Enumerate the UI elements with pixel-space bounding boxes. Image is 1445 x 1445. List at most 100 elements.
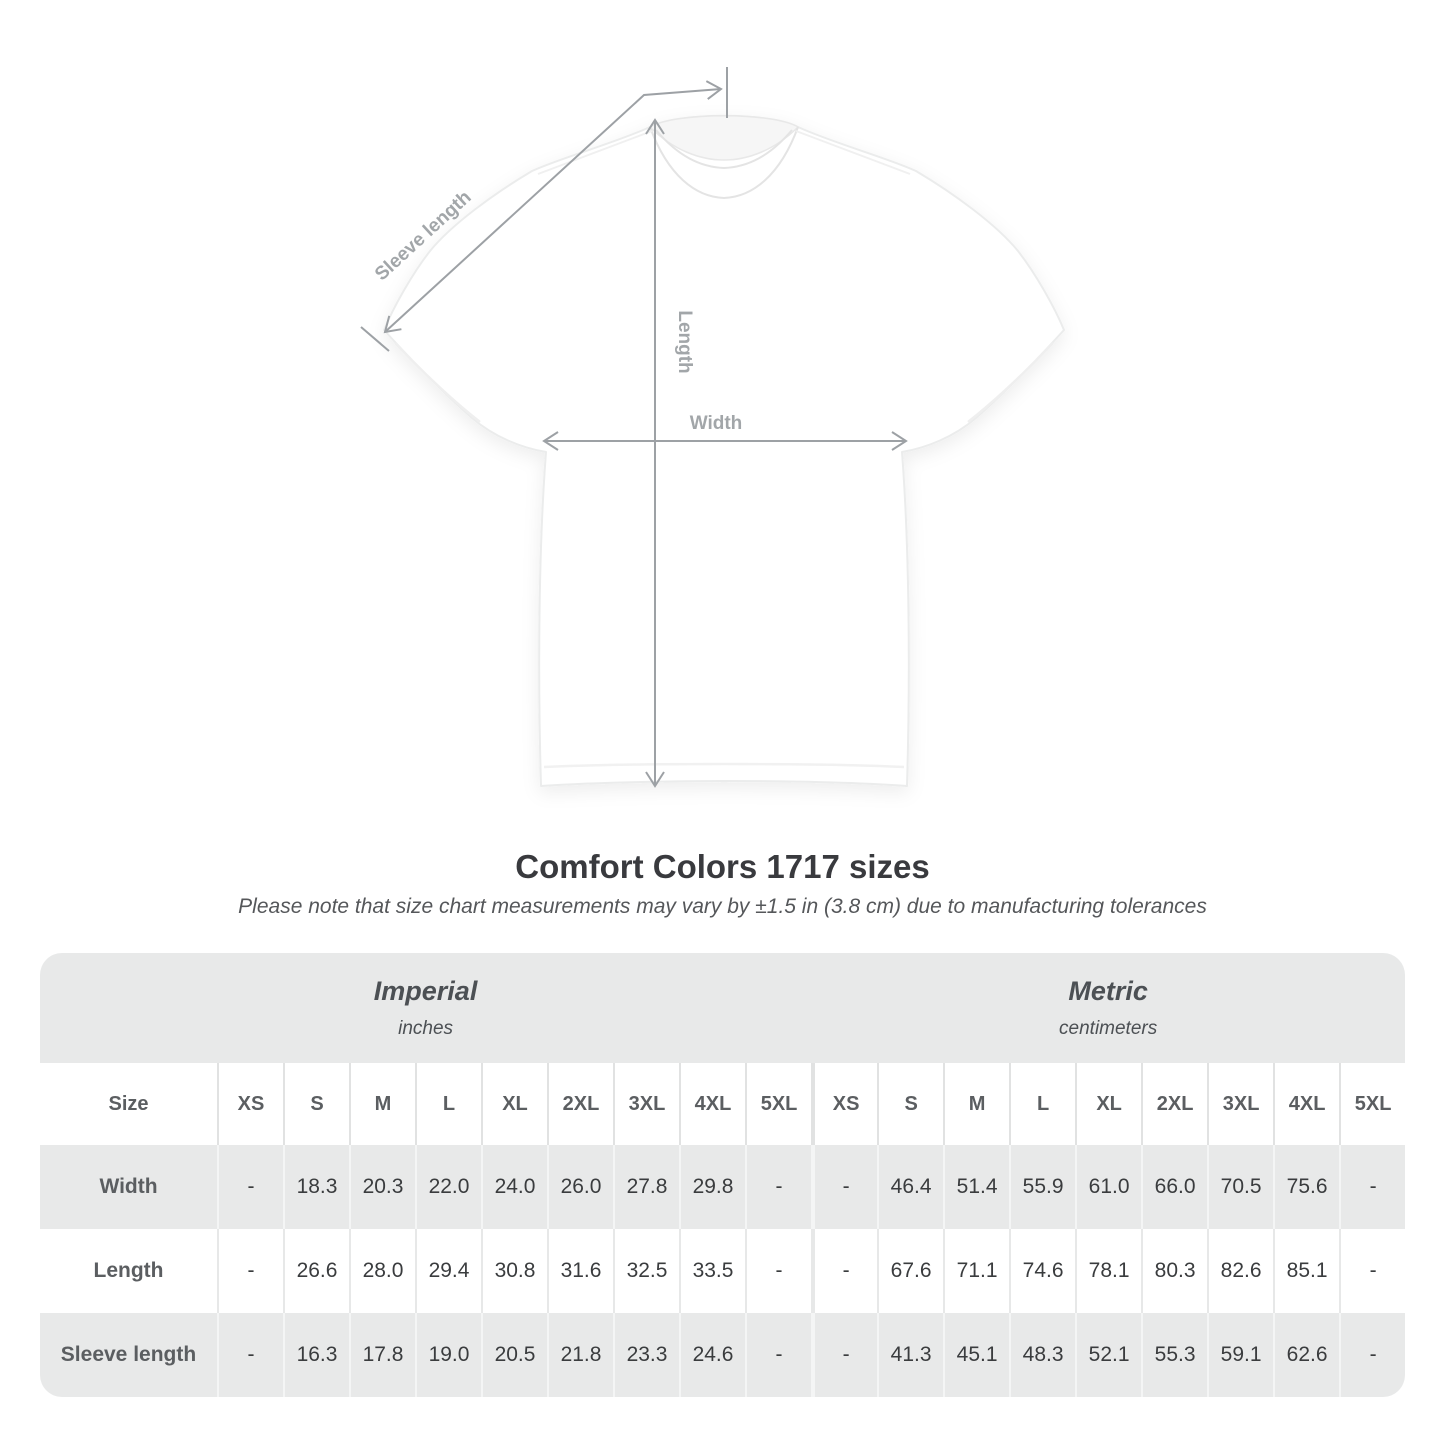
cell-width-metric-3xl: 70.5 [1207, 1145, 1274, 1229]
cell-width-imperial-s: 18.3 [283, 1145, 349, 1229]
cell-length-metric-m: 71.1 [943, 1229, 1010, 1313]
size-col-2xl-imperial: 2XL [547, 1063, 613, 1145]
size-chart-table: Imperial inches Metric centimeters Size X… [40, 953, 1406, 1397]
cell-length-metric-xl: 78.1 [1075, 1229, 1142, 1313]
cell-sleeve-length-metric-3xl: 59.1 [1207, 1313, 1274, 1397]
cell-width-metric-2xl: 66.0 [1141, 1145, 1208, 1229]
cell-width-imperial-xl: 24.0 [481, 1145, 547, 1229]
cell-sleeve-length-imperial-xl: 20.5 [481, 1313, 547, 1397]
cell-sleeve-length-imperial-3xl: 23.3 [613, 1313, 679, 1397]
size-col-xl-imperial: XL [481, 1063, 547, 1145]
cell-length-imperial-5xl: - [745, 1229, 812, 1313]
cell-sleeve-length-metric-s: 41.3 [877, 1313, 944, 1397]
cell-sleeve-length-metric-xl: 52.1 [1075, 1313, 1142, 1397]
tshirt-measurement-diagram: Sleeve length Length Width [360, 67, 1065, 788]
cell-length-metric-4xl: 85.1 [1273, 1229, 1340, 1313]
cell-length-imperial-4xl: 33.5 [679, 1229, 745, 1313]
size-col-m-imperial: M [349, 1063, 415, 1145]
cell-width-metric-l: 55.9 [1009, 1145, 1076, 1229]
cell-width-metric-4xl: 75.6 [1273, 1145, 1340, 1229]
row-label: Width [40, 1145, 217, 1229]
cell-width-metric-xl: 61.0 [1075, 1145, 1142, 1229]
cell-sleeve-length-imperial-5xl: - [745, 1313, 812, 1397]
size-col-xs-imperial: XS [217, 1063, 283, 1145]
cell-sleeve-length-imperial-l: 19.0 [415, 1313, 481, 1397]
size-col-3xl-imperial: 3XL [613, 1063, 679, 1145]
cell-sleeve-length-metric-2xl: 55.3 [1141, 1313, 1208, 1397]
table-row-length: Length -26.6 28.0 29.4 30.8 31.6 32.5 33.5- -67.… [40, 1229, 1406, 1313]
imperial-unit: inches [398, 1018, 454, 1039]
cell-width-imperial-2xl: 26.0 [547, 1145, 613, 1229]
cell-length-metric-2xl: 80.3 [1141, 1229, 1208, 1313]
length-label: Length [674, 310, 695, 373]
cell-sleeve-length-imperial-m: 17.8 [349, 1313, 415, 1397]
size-col-5xl-imperial: 5XL [745, 1063, 812, 1145]
cell-length-imperial-m: 28.0 [349, 1229, 415, 1313]
cell-length-metric-s: 67.6 [877, 1229, 944, 1313]
cell-width-imperial-5xl: - [745, 1145, 812, 1229]
size-col-l-metric: L [1009, 1063, 1076, 1145]
size-col-l-imperial: L [415, 1063, 481, 1145]
cell-length-imperial-s: 26.6 [283, 1229, 349, 1313]
row-label: Length [40, 1229, 217, 1313]
cell-width-imperial-l: 22.0 [415, 1145, 481, 1229]
metric-title: Metric [1068, 976, 1148, 1006]
cell-sleeve-length-imperial-2xl: 21.8 [547, 1313, 613, 1397]
size-col-xs-metric: XS [811, 1063, 878, 1145]
sleeve-length-dimension-line [383, 80, 723, 334]
cell-length-metric-3xl: 82.6 [1207, 1229, 1274, 1313]
cell-length-imperial-l: 29.4 [415, 1229, 481, 1313]
cell-width-imperial-xs: - [217, 1145, 283, 1229]
size-col-xl-metric: XL [1075, 1063, 1142, 1145]
cell-sleeve-length-imperial-s: 16.3 [283, 1313, 349, 1397]
cell-width-imperial-m: 20.3 [349, 1145, 415, 1229]
imperial-title: Imperial [373, 976, 478, 1006]
cell-sleeve-length-metric-m: 45.1 [943, 1313, 1010, 1397]
cell-length-metric-l: 74.6 [1009, 1229, 1076, 1313]
cell-width-metric-s: 46.4 [877, 1145, 944, 1229]
size-header-row: Size XS S M L XL 2XL 3XL 4XL 5XL XS S M L XL 2XL 3XL 4XL 5… [40, 1063, 1406, 1145]
cell-width-metric-m: 51.4 [943, 1145, 1010, 1229]
cell-length-metric-5xl: - [1339, 1229, 1406, 1313]
cell-sleeve-length-metric-xs: - [811, 1313, 878, 1397]
cell-length-metric-xs: - [811, 1229, 878, 1313]
tshirt-silhouette [383, 114, 1065, 787]
cell-length-imperial-xl: 30.8 [481, 1229, 547, 1313]
cell-sleeve-length-imperial-xs: - [217, 1313, 283, 1397]
cell-width-imperial-4xl: 29.8 [679, 1145, 745, 1229]
cell-length-imperial-xs: - [217, 1229, 283, 1313]
size-col-s-metric: S [877, 1063, 944, 1145]
table-row-width: Width -18.3 20.3 22.0 24.0 26.0 27.8 29.8- -46.4… [40, 1145, 1406, 1229]
sleeve-end-tick [360, 326, 390, 352]
cell-sleeve-length-metric-5xl: - [1339, 1313, 1406, 1397]
size-col-m-metric: M [943, 1063, 1010, 1145]
table-row-sleeve-length: Sleeve length -16.3 17.8 19.0 20.5 21.8 23.3 24… [40, 1313, 1406, 1397]
cell-sleeve-length-imperial-4xl: 24.6 [679, 1313, 745, 1397]
size-col-2xl-metric: 2XL [1141, 1063, 1208, 1145]
size-col-4xl-metric: 4XL [1273, 1063, 1340, 1145]
size-col-3xl-metric: 3XL [1207, 1063, 1274, 1145]
width-label: Width [690, 413, 743, 434]
unit-group-header-row: Imperial inches Metric centimeters [40, 953, 1406, 1063]
tshirt-sleeve-hems [394, 342, 1054, 423]
cell-sleeve-length-metric-l: 48.3 [1009, 1313, 1076, 1397]
tshirt-graphic [383, 114, 1065, 787]
size-col-5xl-metric: 5XL [1339, 1063, 1406, 1145]
size-col-4xl-imperial: 4XL [679, 1063, 745, 1145]
tshirt-bottom-hem [543, 762, 905, 769]
size-corner-header: Size [40, 1063, 217, 1145]
imperial-group-header: Imperial inches [40, 953, 812, 1063]
cell-width-metric-5xl: - [1339, 1145, 1406, 1229]
metric-group-header: Metric centimeters [811, 953, 1406, 1063]
size-col-s-imperial: S [283, 1063, 349, 1145]
cell-width-imperial-3xl: 27.8 [613, 1145, 679, 1229]
cell-width-metric-xs: - [811, 1145, 878, 1229]
tolerance-note: Please note that size chart measurements… [238, 895, 1207, 918]
cell-sleeve-length-metric-4xl: 62.6 [1273, 1313, 1340, 1397]
page-title: Comfort Colors 1717 sizes [515, 848, 930, 885]
cell-length-imperial-3xl: 32.5 [613, 1229, 679, 1313]
metric-unit: centimeters [1059, 1018, 1158, 1039]
row-label: Sleeve length [40, 1313, 217, 1397]
cell-length-imperial-2xl: 31.6 [547, 1229, 613, 1313]
